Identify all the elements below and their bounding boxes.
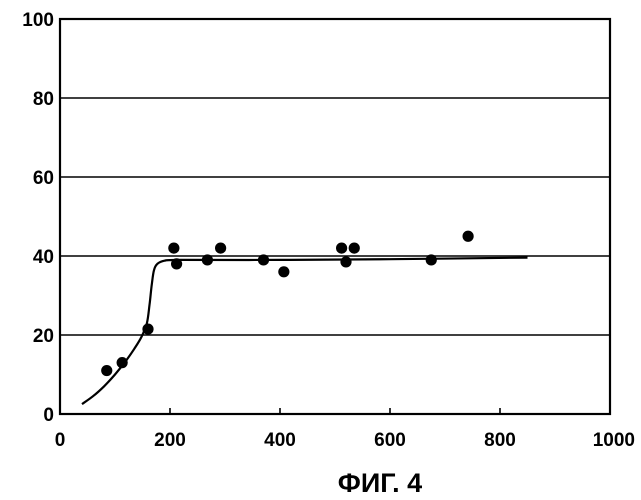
data-point-3 — [142, 323, 153, 334]
y-tick-label-100: 100 — [22, 10, 54, 31]
data-point-11 — [340, 256, 351, 267]
data-point-5 — [171, 258, 182, 269]
data-point-4 — [168, 243, 179, 254]
data-point-6 — [202, 254, 213, 265]
y-tick-label-60: 60 — [33, 168, 54, 189]
x-tick-label-1000: 1000 — [593, 430, 635, 451]
data-point-8 — [258, 254, 269, 265]
y-tick-label-80: 80 — [33, 89, 54, 110]
grid-lines — [60, 98, 610, 335]
data-points — [101, 231, 474, 377]
data-point-7 — [215, 243, 226, 254]
x-tick-label-0: 0 — [55, 430, 66, 451]
y-axis-ticks: 0 20 40 60 80 100 — [22, 10, 54, 426]
data-point-13 — [426, 254, 437, 265]
x-tick-label-200: 200 — [154, 430, 186, 451]
figure-caption: ФИГ. 4 — [338, 468, 422, 498]
x-tick-label-800: 800 — [484, 430, 516, 451]
y-tick-label-40: 40 — [33, 247, 54, 268]
y-tick-label-0: 0 — [43, 405, 54, 426]
data-point-1 — [101, 365, 112, 376]
data-point-12 — [349, 243, 360, 254]
data-point-9 — [278, 266, 289, 277]
y-tick-label-20: 20 — [33, 326, 54, 347]
plot-frame — [60, 19, 610, 414]
x-tick-label-400: 400 — [264, 430, 296, 451]
x-tick-label-600: 600 — [374, 430, 406, 451]
data-point-14 — [463, 231, 474, 242]
data-point-10 — [336, 243, 347, 254]
data-point-2 — [117, 357, 128, 368]
